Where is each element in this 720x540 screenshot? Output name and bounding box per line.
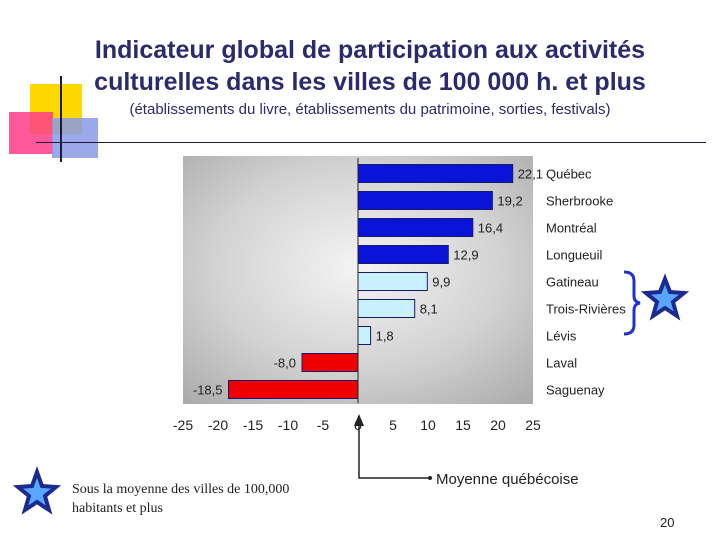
bar (357, 218, 474, 237)
bar (301, 353, 359, 372)
bar-value-label: 22,1 (518, 167, 543, 182)
bar (357, 272, 428, 291)
decor-pink-square (9, 112, 53, 154)
below-average-note: Sous la moyenne des villes de 100,000 ha… (72, 482, 290, 516)
bar-value-label: 19,2 (497, 194, 522, 209)
star-icon-left (12, 466, 62, 515)
x-tick-label: 25 (525, 417, 541, 433)
slide-subtitle: (établissements du livre, établissements… (129, 101, 611, 118)
below-average-bracket (623, 270, 641, 336)
bar (357, 299, 416, 318)
bar-value-label: -18,5 (193, 383, 223, 398)
category-label: Montréal (546, 221, 597, 236)
bar (357, 191, 493, 210)
category-label: Saguenay (546, 383, 605, 398)
x-tick-label: -20 (208, 417, 228, 433)
bar (357, 164, 514, 183)
average-arrow-dot (428, 476, 432, 480)
bar-value-label: 1,8 (376, 329, 394, 344)
x-tick-label: 5 (389, 417, 397, 433)
bar-value-label: 16,4 (478, 221, 503, 236)
category-label: Laval (546, 356, 577, 371)
x-tick-label: -5 (317, 417, 330, 433)
category-label: Sherbrooke (546, 194, 613, 209)
decor-vertical-line (60, 76, 62, 162)
bar-value-label: 9,9 (432, 275, 450, 290)
category-label: Longueuil (546, 248, 602, 263)
bar-value-label: 12,9 (453, 248, 478, 263)
bar-value-label: -8,0 (274, 356, 296, 371)
average-arrow-head (354, 414, 364, 426)
page-number: 20 (660, 515, 675, 530)
decor-blue-square (52, 118, 98, 158)
bar-value-label: 8,1 (420, 302, 438, 317)
category-label: Trois-Rivières (546, 302, 626, 317)
average-arrow-line (358, 418, 430, 479)
x-tick-label: 15 (455, 417, 471, 433)
quebec-average-label: Moyenne québécoise (436, 471, 579, 488)
decor-horizontal-line (36, 142, 706, 143)
category-label: Lévis (546, 329, 577, 344)
slide-title: Indicateur global de participation aux a… (94, 36, 646, 96)
x-tick-label: 10 (420, 417, 436, 433)
x-tick-label: -25 (173, 417, 193, 433)
category-label: Québec (546, 167, 592, 182)
star-icon-right (640, 273, 690, 321)
bar (357, 326, 372, 345)
x-tick-label: 20 (490, 417, 506, 433)
x-tick-label: -15 (243, 417, 263, 433)
category-label: Gatineau (546, 275, 599, 290)
bar (228, 380, 359, 399)
bar (357, 245, 449, 264)
x-tick-label: -10 (278, 417, 298, 433)
